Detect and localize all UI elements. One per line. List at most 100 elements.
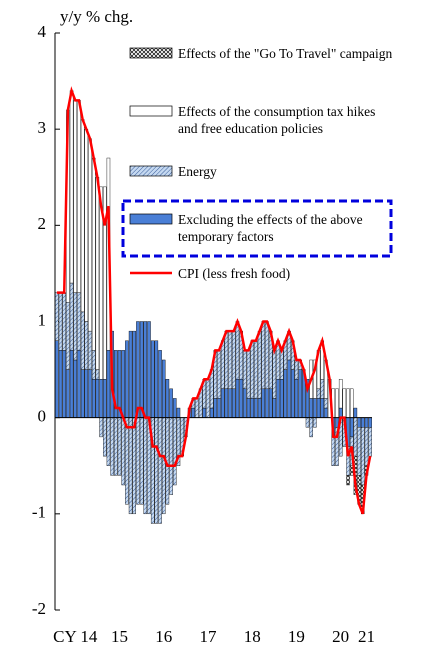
bar-segment — [73, 100, 78, 293]
bar-segment — [349, 388, 354, 418]
x-tick-label: 17 — [199, 627, 217, 646]
legend-label: Effects of the consumption tax hikes and… — [178, 104, 376, 136]
bar-segment — [62, 350, 66, 418]
bar-segment — [265, 388, 269, 418]
bar-segment — [143, 321, 148, 418]
bar-segment — [368, 417, 372, 428]
bar-segment — [125, 417, 129, 505]
bar-segment — [173, 398, 177, 418]
bar-segment — [324, 407, 328, 418]
bar-segment — [139, 417, 144, 505]
y-tick-label: -1 — [32, 503, 46, 522]
bar-segment — [173, 417, 177, 486]
bar-segment — [235, 321, 240, 380]
bar-segment — [368, 427, 372, 457]
bar-segment — [77, 350, 81, 418]
bar-segment — [217, 350, 221, 399]
bar-segment — [106, 417, 111, 466]
bar-segment — [232, 330, 236, 390]
bar-segment — [132, 330, 136, 418]
bar-segment — [291, 369, 295, 418]
bar-segment — [150, 340, 155, 418]
bar-segment — [313, 398, 317, 418]
highlight-box — [121, 199, 393, 258]
bar-segment — [217, 398, 221, 418]
legend-swatch — [129, 213, 173, 225]
bar-segment — [357, 427, 361, 476]
bar-segment — [335, 427, 339, 466]
bar-segment — [84, 369, 89, 418]
bar-segment — [320, 379, 324, 399]
bar-segment — [276, 379, 280, 418]
bar-segment — [106, 350, 111, 418]
bar-segment — [143, 417, 148, 515]
bar-segment — [132, 417, 136, 515]
bar-segment — [364, 417, 369, 428]
bar-segment — [272, 398, 277, 418]
bar-segment — [316, 388, 321, 399]
bar-segment — [103, 417, 107, 457]
bar-segment — [261, 321, 266, 390]
bar-segment — [62, 292, 66, 351]
bar-segment — [220, 388, 225, 418]
bar-segment — [88, 138, 92, 332]
bar-segment — [361, 417, 365, 428]
bar-segment — [265, 321, 269, 390]
bar-segment — [55, 292, 59, 341]
bar-segment — [213, 398, 218, 418]
bar-segment — [250, 340, 254, 399]
bar-segment — [110, 417, 114, 476]
bar-segment — [298, 369, 302, 418]
legend-swatch — [129, 47, 173, 59]
x-tick-label: 19 — [288, 627, 305, 646]
bar-segment — [80, 369, 85, 418]
x-tick-label: 18 — [244, 627, 261, 646]
bar-segment — [161, 359, 166, 418]
legend-label: Energy — [178, 164, 217, 179]
bar-segment — [206, 379, 210, 418]
bar-segment — [246, 398, 251, 418]
bar-segment — [235, 379, 240, 418]
bar-segment — [250, 398, 254, 418]
bar-segment — [58, 350, 63, 418]
bar-segment — [287, 359, 291, 418]
bar-segment — [114, 417, 118, 476]
bar-segment — [91, 379, 96, 418]
bar-segment — [66, 369, 70, 418]
bar-segment — [305, 417, 310, 428]
bar-segment — [220, 340, 225, 390]
bar-segment — [353, 417, 358, 457]
bar-segment — [243, 350, 247, 390]
bar-segment — [69, 282, 74, 351]
bar-segment — [128, 417, 133, 515]
bar-segment — [117, 417, 122, 476]
x-tick-label: 21 — [358, 627, 375, 646]
bar-segment — [349, 417, 354, 438]
bar-segment — [224, 388, 229, 418]
bar-segment — [169, 388, 173, 418]
bar-segment — [73, 359, 78, 418]
bar-segment — [191, 407, 195, 418]
bar-segment — [261, 388, 266, 418]
bar-segment — [154, 417, 159, 524]
y-tick-label: 4 — [38, 22, 47, 41]
bar-segment — [69, 350, 74, 418]
bar-segment — [139, 321, 144, 418]
legend-label: CPI (less fresh food) — [178, 266, 291, 281]
y-tick-label: 3 — [38, 118, 47, 137]
y-tick-label: 2 — [38, 214, 47, 233]
bar-segment — [99, 186, 103, 380]
legend-swatch — [129, 165, 173, 177]
bar-segment — [121, 350, 125, 418]
bar-segment — [147, 321, 151, 418]
bar-segment — [254, 340, 258, 399]
bar-segment — [316, 398, 321, 418]
bar-segment — [331, 436, 336, 466]
bar-segment — [272, 350, 277, 399]
bar-segment — [58, 292, 63, 351]
bar-segment — [353, 407, 358, 418]
bar-segment — [364, 427, 369, 466]
bar-segment — [66, 302, 70, 370]
bar-segment — [338, 379, 343, 409]
